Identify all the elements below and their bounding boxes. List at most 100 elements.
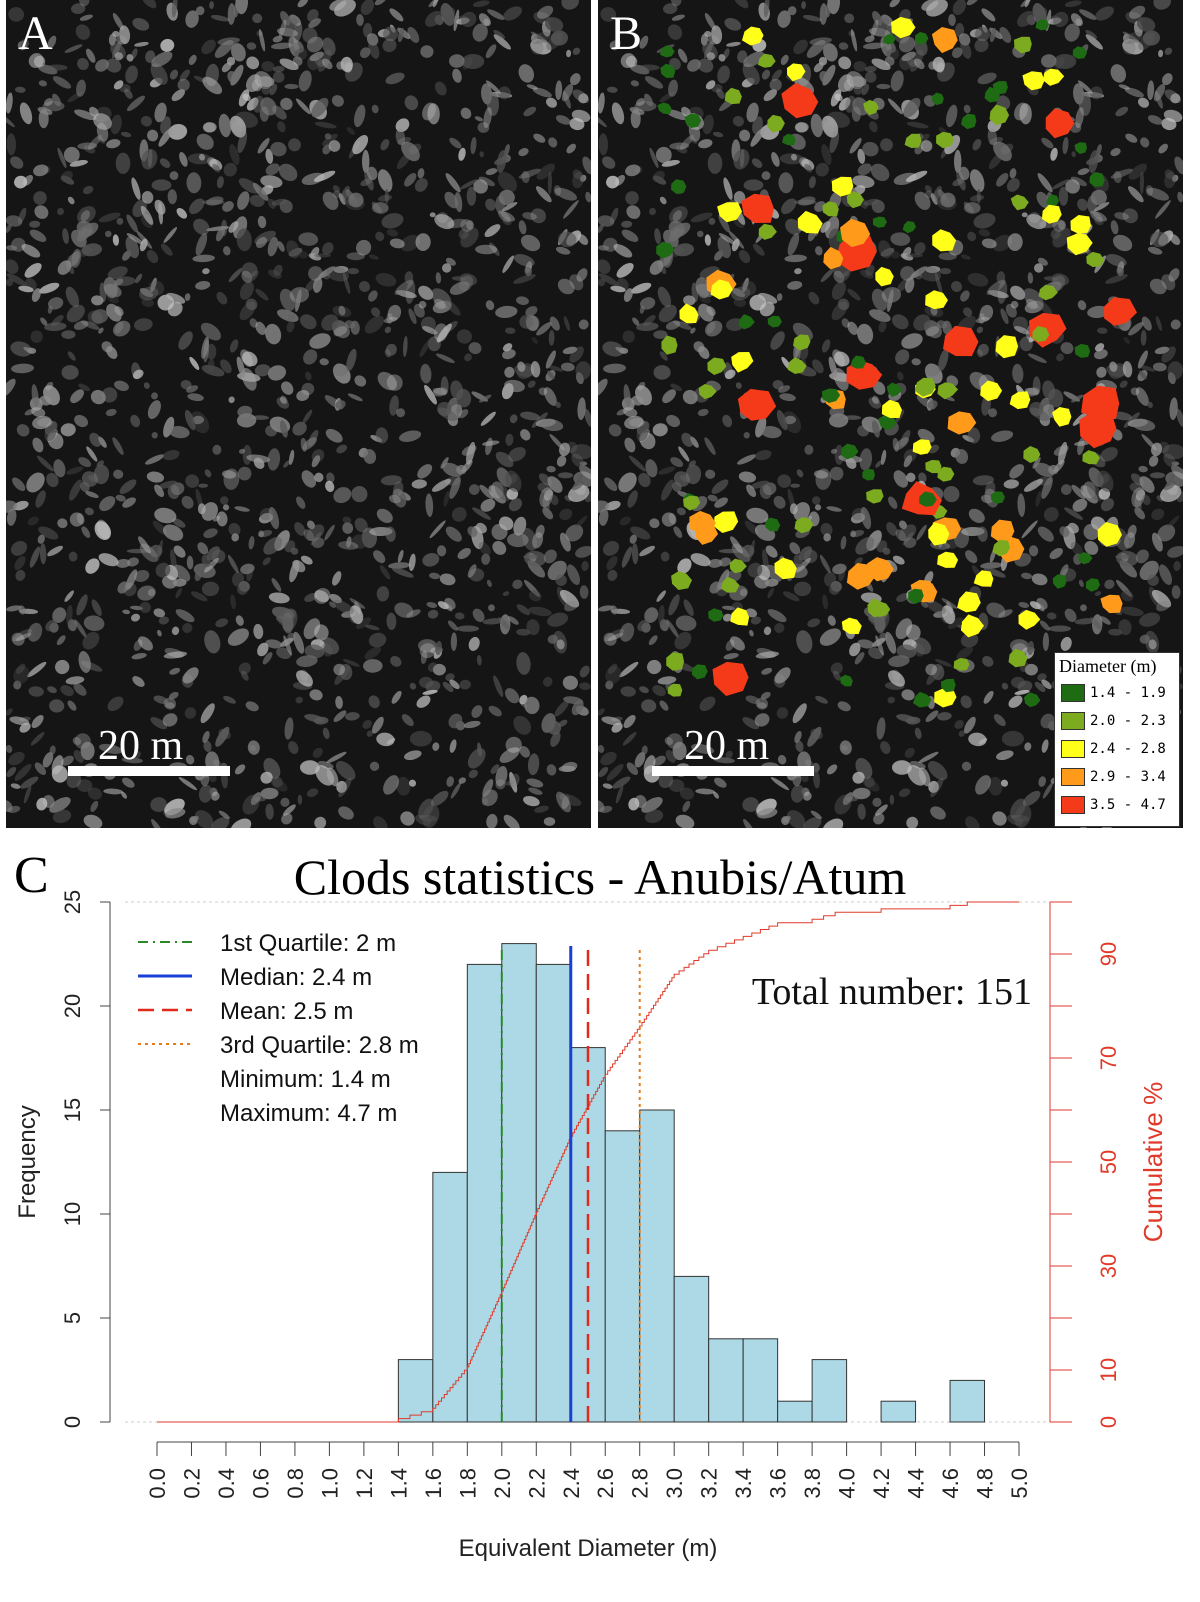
texture-speck — [169, 69, 179, 80]
texture-speck — [668, 779, 685, 793]
texture-speck — [526, 778, 544, 788]
texture-speck — [498, 189, 515, 206]
texture-speck — [151, 432, 158, 439]
texture-speck — [44, 427, 56, 442]
texture-speck — [498, 616, 510, 630]
texture-speck — [429, 572, 440, 580]
texture-speck — [722, 414, 733, 428]
texture-speck — [540, 418, 564, 432]
texture-speck — [237, 466, 252, 481]
texture-speck — [363, 449, 377, 464]
texture-speck — [743, 179, 764, 191]
texture-speck — [871, 396, 879, 404]
texture-speck — [349, 605, 364, 625]
texture-speck — [572, 171, 584, 189]
texture-speck — [1164, 169, 1175, 180]
texture-speck — [78, 383, 90, 392]
texture-speck — [335, 761, 356, 781]
texture-speck — [773, 495, 786, 509]
texture-speck — [857, 148, 866, 164]
texture-speck — [279, 288, 296, 311]
texture-speck — [112, 437, 124, 455]
texture-speck — [338, 777, 352, 798]
texture-speck — [296, 389, 310, 402]
texture-speck — [83, 615, 105, 631]
texture-speck — [778, 385, 791, 393]
texture-speck — [408, 308, 417, 325]
texture-speck — [69, 512, 84, 527]
texture-speck — [6, 92, 13, 114]
texture-speck — [98, 327, 104, 334]
texture-speck — [670, 457, 684, 468]
texture-speck — [260, 787, 279, 800]
texture-speck — [292, 421, 307, 436]
texture-speck — [240, 563, 255, 575]
texture-speck — [1151, 532, 1163, 552]
texture-speck — [520, 411, 540, 421]
texture-speck — [903, 97, 921, 118]
texture-speck — [6, 215, 23, 227]
texture-speck — [616, 262, 634, 278]
texture-speck — [68, 551, 78, 562]
texture-speck — [1070, 13, 1083, 27]
texture-speck — [14, 763, 32, 781]
texture-speck — [10, 341, 32, 357]
x-tick-label: 2.2 — [524, 1468, 549, 1499]
texture-speck — [978, 229, 991, 237]
texture-speck — [1058, 220, 1066, 230]
texture-speck — [57, 260, 72, 275]
texture-speck — [1167, 546, 1183, 558]
texture-speck — [133, 639, 143, 651]
texture-speck — [488, 705, 502, 717]
texture-speck — [279, 420, 288, 438]
texture-speck — [29, 546, 41, 568]
texture-speck — [1153, 0, 1172, 10]
texture-speck — [518, 148, 529, 157]
texture-speck — [629, 107, 645, 115]
texture-speck — [223, 695, 236, 704]
texture-speck — [119, 479, 137, 494]
texture-speck — [428, 0, 440, 8]
texture-speck — [310, 531, 322, 546]
texture-speck — [433, 323, 448, 342]
texture-speck — [196, 133, 214, 150]
texture-speck — [277, 121, 286, 133]
texture-speck — [1164, 171, 1176, 189]
texture-speck — [819, 554, 831, 574]
texture-speck — [546, 465, 556, 473]
texture-speck — [33, 164, 49, 177]
texture-speck — [284, 717, 294, 740]
texture-speck — [93, 113, 112, 130]
texture-speck — [505, 470, 522, 492]
texture-speck — [230, 818, 252, 828]
texture-speck — [318, 266, 336, 279]
texture-speck — [516, 628, 531, 636]
texture-speck — [18, 605, 26, 615]
texture-speck — [980, 562, 1003, 569]
texture-speck — [1014, 804, 1032, 828]
panel-b-image: B 20 m — [598, 0, 1183, 828]
texture-speck — [368, 40, 380, 59]
texture-speck — [1050, 229, 1061, 240]
texture-speck — [1041, 137, 1054, 149]
texture-speck — [76, 779, 93, 793]
texture-speck — [254, 364, 271, 377]
texture-speck — [523, 106, 537, 117]
texture-speck — [892, 760, 912, 775]
texture-speck — [203, 740, 212, 752]
texture-speck — [255, 288, 269, 301]
texture-speck — [81, 320, 100, 330]
texture-speck — [476, 655, 482, 666]
texture-speck — [1149, 472, 1166, 479]
texture-speck — [200, 322, 221, 341]
texture-speck — [1130, 387, 1140, 396]
texture-speck — [508, 616, 519, 625]
texture-speck — [234, 764, 246, 775]
texture-speck — [137, 585, 156, 601]
texture-speck — [863, 42, 885, 50]
texture-speck — [796, 630, 813, 654]
texture-speck — [1003, 479, 1019, 489]
texture-speck — [206, 343, 217, 360]
texture-speck — [420, 45, 434, 58]
texture-speck — [634, 752, 646, 768]
